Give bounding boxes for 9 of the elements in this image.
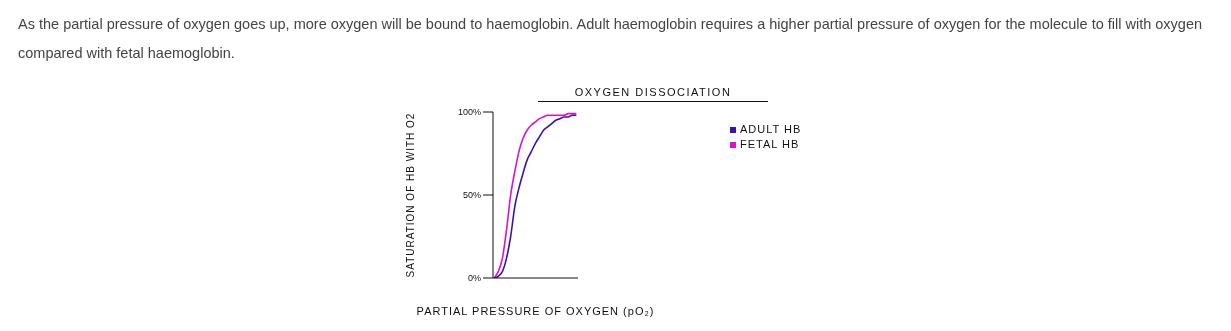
text: OXYGEN DISSOCIATION: [538, 86, 768, 102]
legend-label: FETAL HB: [740, 138, 800, 150]
legend-label: ADULT HB: [740, 123, 802, 135]
y-tick-label: 100%: [457, 107, 481, 118]
text: As the partial pressure of oxygen goes up, more oxygen will be bound to haemoglobin. Adult haemoglobin requires a higher partial pressure of oxygen for the molecule to fill with oxygen compared with fetal haemoglobin.: [18, 15, 1204, 63]
y-axis-title: SATURATION OF HB WITH O2: [404, 112, 416, 278]
y-tick-label: 50%: [462, 190, 481, 201]
x-axis-title: PARTIAL PRESSURE OF OXYGEN (pO₂): [416, 305, 655, 317]
y-tick-label: 0%: [467, 273, 481, 284]
